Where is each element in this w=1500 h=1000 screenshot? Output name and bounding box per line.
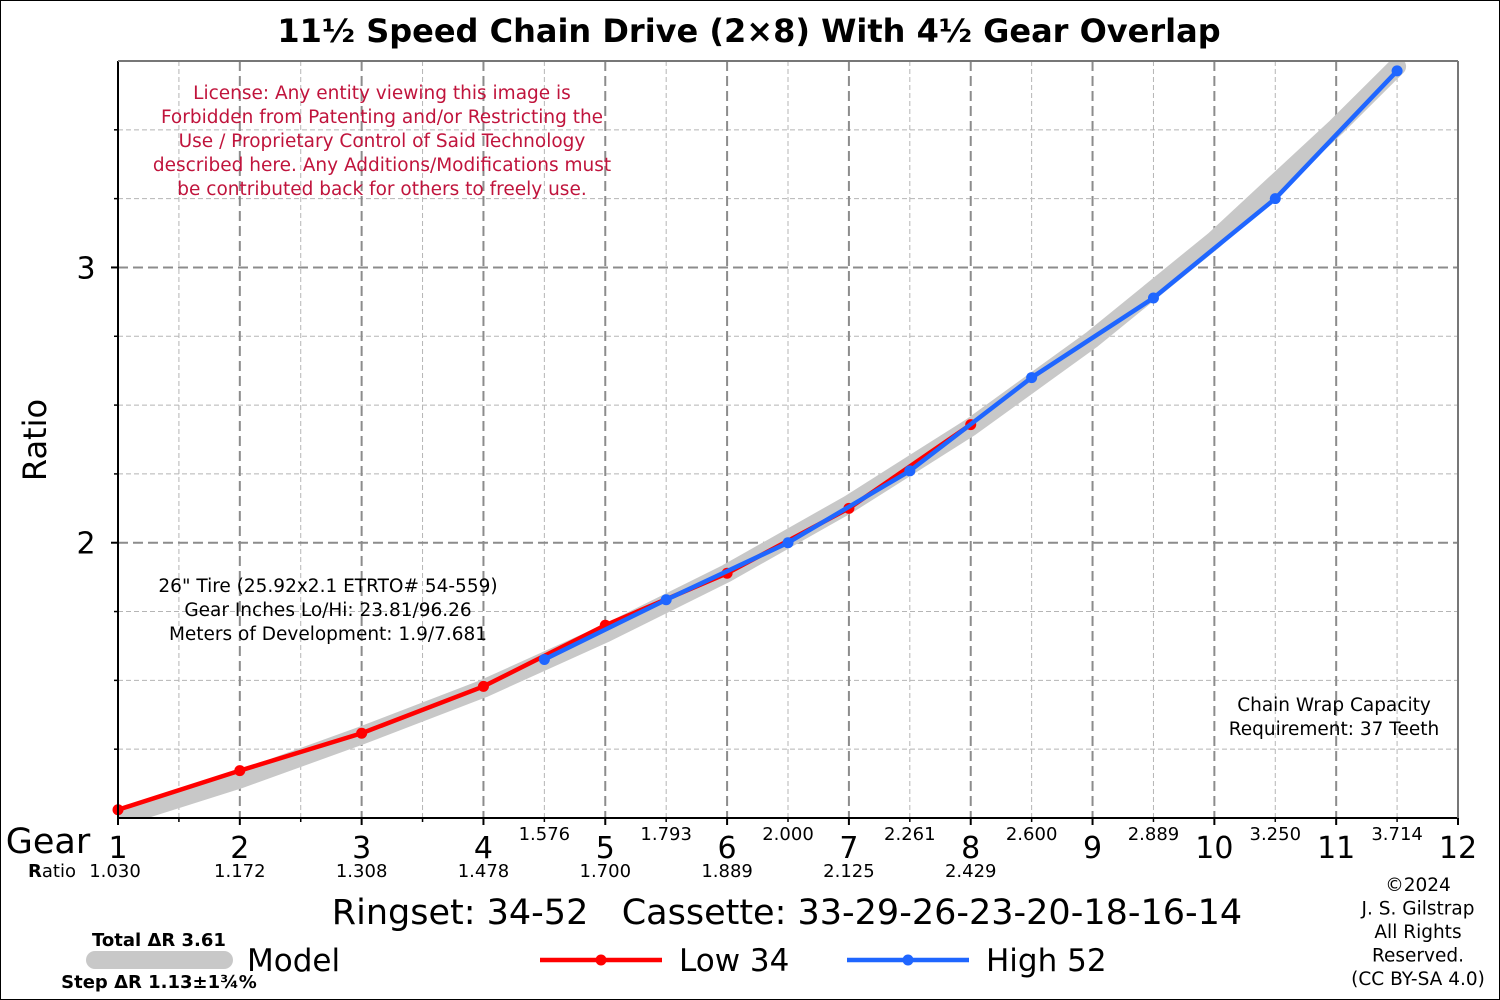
copyright-line: ©2024 <box>1385 875 1451 896</box>
high-series-point <box>1391 65 1403 77</box>
chain-wrap-line: Requirement: 37 Teeth <box>1229 719 1439 740</box>
high-series-point <box>1269 193 1281 205</box>
x-tick-label: 6 <box>718 831 737 866</box>
license-line: be contributed back for others to freely… <box>177 179 586 200</box>
legend-low-marker <box>595 954 607 966</box>
x-tick-label: 12 <box>1439 831 1477 866</box>
copyright-line: (CC BY-SA 4.0) <box>1351 969 1485 990</box>
ratio-row-label: Ratio <box>28 861 76 882</box>
high-ratio-label: 2.261 <box>884 824 936 845</box>
low-ratio-label: 1.308 <box>336 861 388 882</box>
legend-model-label: Model <box>247 943 340 979</box>
legend-high-marker <box>902 954 914 966</box>
high-series-point <box>1026 372 1038 384</box>
ratio-row-label-rest: atio <box>42 861 76 882</box>
low-series-point <box>234 765 246 777</box>
x-tick-label: 4 <box>474 831 493 866</box>
license-line: Forbidden from Patenting and/or Restrict… <box>161 107 603 128</box>
low-ratio-label: 1.172 <box>214 861 266 882</box>
high-series-point <box>1147 292 1159 304</box>
legend-low-label: Low 34 <box>679 943 789 979</box>
chain-wrap-text: Chain Wrap Capacity Requirement: 37 Teeth <box>1229 695 1439 740</box>
x-tick-label: 10 <box>1195 831 1233 866</box>
y-axis-label: Ratio <box>16 399 54 481</box>
high-series-point <box>782 537 794 549</box>
ratio-row-label-initial: R <box>28 861 42 882</box>
high-ratio-label: 2.889 <box>1128 824 1180 845</box>
x-tick-label: 1 <box>108 831 127 866</box>
low-series-point <box>356 727 368 739</box>
x-tick-label: 8 <box>961 831 980 866</box>
low-ratio-label: 1.478 <box>458 861 510 882</box>
license-line: License: Any entity viewing this image i… <box>193 83 571 104</box>
copyright-line: Reserved. <box>1372 946 1464 967</box>
x-tick-label: 9 <box>1083 831 1102 866</box>
low-ratio-label: 2.429 <box>945 861 997 882</box>
high-series-point <box>538 653 550 665</box>
high-ratio-label: 2.600 <box>1006 824 1058 845</box>
y-tick-label: 2 <box>76 527 95 562</box>
setup-text: Ringset: 34-52 Cassette: 33-29-26-23-20-… <box>332 893 1242 933</box>
x-tick-label: 3 <box>352 831 371 866</box>
x-axis-label: Gear <box>6 822 91 862</box>
high-series-point <box>660 594 672 606</box>
high-series-line <box>543 69 1399 662</box>
low-ratio-label: 1.700 <box>580 861 632 882</box>
high-series-point <box>904 465 916 477</box>
license-line: Use / Proprietary Control of Said Techno… <box>179 131 586 152</box>
low-ratio-label: 1.889 <box>701 861 753 882</box>
legend: Model Low 34 High 52 <box>86 943 1107 979</box>
tire-info-line: 26" Tire (25.92x2.1 ETRTO# 54-559) <box>158 576 497 597</box>
x-tick-label: 7 <box>839 831 858 866</box>
legend-high-label: High 52 <box>986 943 1107 979</box>
y-tick-label: 3 <box>76 251 95 286</box>
high-ratio-label: 3.250 <box>1250 824 1302 845</box>
low-series-point <box>477 680 489 692</box>
license-line: described here. Any Additions/Modificati… <box>153 155 611 176</box>
total-delta-r: Total ΔR 3.61 <box>92 930 226 951</box>
high-ratio-label: 1.793 <box>640 824 692 845</box>
high-ratio-label: 3.714 <box>1371 824 1423 845</box>
high-ratio-label: 2.000 <box>762 824 814 845</box>
low-ratio-label: 1.030 <box>89 861 141 882</box>
low-ratio-label: 2.125 <box>823 861 875 882</box>
x-tick-label: 5 <box>596 831 615 866</box>
step-delta-r: Step ΔR 1.13±1¾% <box>61 972 257 993</box>
x-tick-label: 2 <box>230 831 249 866</box>
high-ratio-label: 1.576 <box>519 824 571 845</box>
tire-info-line: Gear Inches Lo/Hi: 23.81/96.26 <box>184 600 471 621</box>
tire-info-text: 26" Tire (25.92x2.1 ETRTO# 54-559) Gear I… <box>158 576 497 645</box>
copyright-line: J. S. Gilstrap <box>1361 899 1475 920</box>
x-tick-label: 11 <box>1317 831 1355 866</box>
chain-wrap-line: Chain Wrap Capacity <box>1237 695 1431 716</box>
license-text: License: Any entity viewing this image i… <box>153 83 611 200</box>
copyright-line: All Rights <box>1374 922 1461 943</box>
chart-title: 11½ Speed Chain Drive (2×8) With 4½ Gear… <box>277 12 1220 50</box>
tire-info-line: Meters of Development: 1.9/7.681 <box>169 624 487 645</box>
